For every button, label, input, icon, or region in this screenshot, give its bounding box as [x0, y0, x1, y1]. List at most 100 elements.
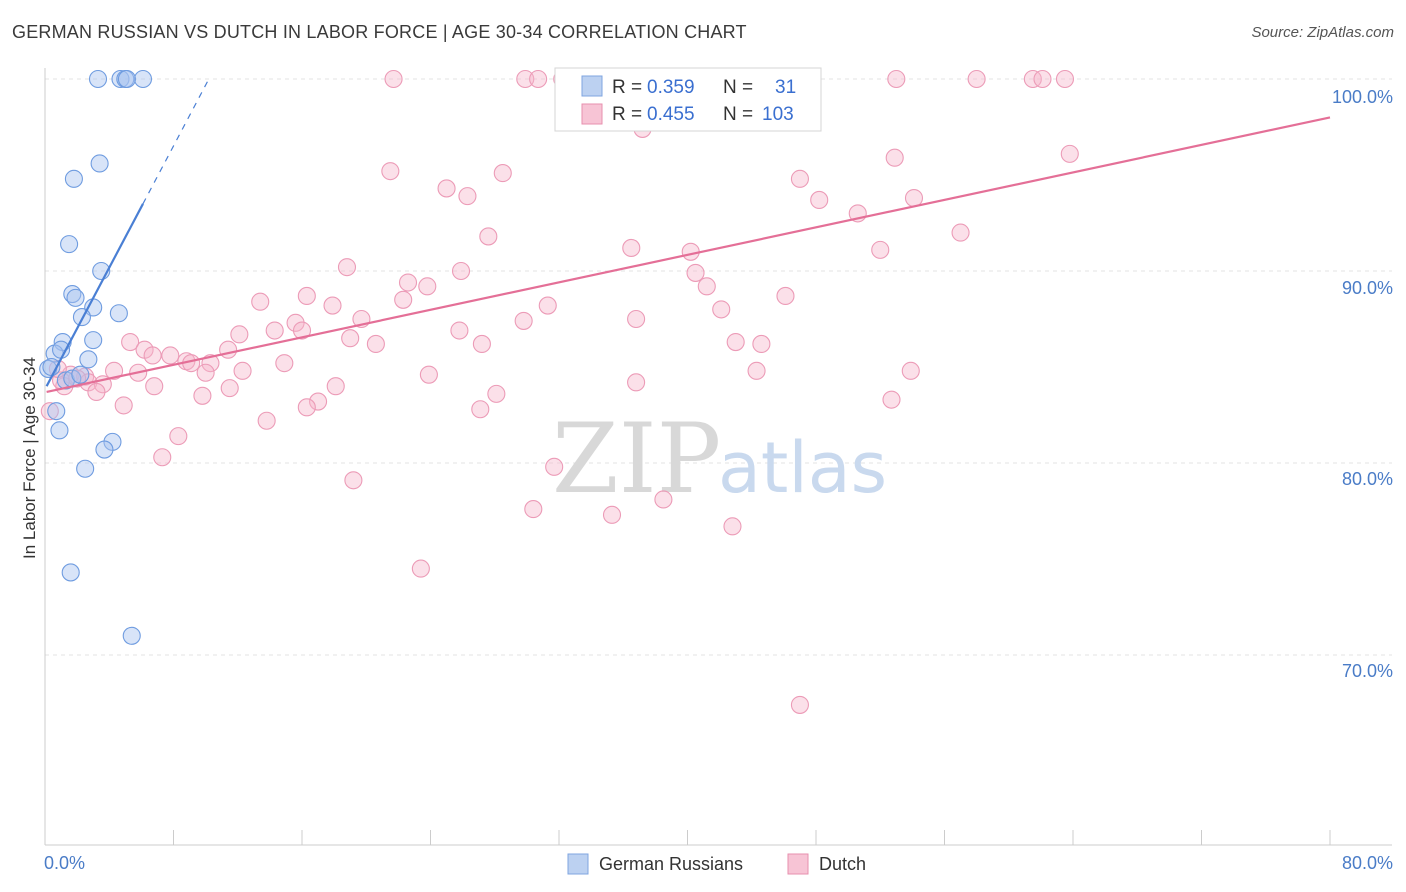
- dutch-point-38: [324, 297, 341, 314]
- dutch-point-15: [886, 149, 903, 166]
- dutch-point-94: [724, 518, 741, 535]
- series-legend-swatch-german-russians: [568, 854, 588, 874]
- dutch-point-93: [604, 506, 621, 523]
- dutch-point-101: [146, 378, 163, 395]
- dutch-point-68: [748, 362, 765, 379]
- y-tick-label-90: 90.0%: [1342, 278, 1393, 298]
- dutch-point-19: [438, 180, 455, 197]
- dutch-point-16: [382, 163, 399, 180]
- y-tick-label-100: 100.0%: [1332, 87, 1393, 107]
- dutch-point-33: [419, 278, 436, 295]
- dutch-point-84: [472, 401, 489, 418]
- dutch-point-79: [194, 387, 211, 404]
- dutch-point-67: [420, 366, 437, 383]
- dutch-point-63: [276, 355, 293, 372]
- dutch-point-34: [698, 278, 715, 295]
- legend-swatch-german-russians: [582, 76, 602, 96]
- dutch-point-44: [515, 312, 532, 329]
- dutch-point-14: [1061, 145, 1078, 162]
- dutch-point-76: [628, 374, 645, 391]
- dutch-point-28: [872, 241, 889, 258]
- dutch-point-95: [412, 560, 429, 577]
- dutch-point-32: [400, 274, 417, 291]
- dutch-point-96: [791, 696, 808, 713]
- german-russians-point-30: [123, 627, 140, 644]
- dutch-point-85: [115, 397, 132, 414]
- dutch-point-24: [952, 224, 969, 241]
- dutch-trend-line: [47, 117, 1330, 392]
- y-tick-label-80: 80.0%: [1342, 469, 1393, 489]
- dutch-point-91: [655, 491, 672, 508]
- german-russians-point-29: [62, 564, 79, 581]
- dutch-point-66: [234, 362, 251, 379]
- german-russians-point-25: [51, 422, 68, 439]
- dutch-point-17: [494, 165, 511, 182]
- dutch-point-49: [231, 326, 248, 343]
- dutch-point-83: [298, 399, 315, 416]
- german-russians-point-13: [110, 305, 127, 322]
- dutch-point-69: [902, 362, 919, 379]
- series-legend-swatch-dutch: [788, 854, 808, 874]
- dutch-point-82: [883, 391, 900, 408]
- y-axis-title: In Labor Force | Age 30-34: [20, 357, 39, 559]
- y-tick-label-70: 70.0%: [1342, 661, 1393, 681]
- legend-r-label-dutch: R =: [612, 104, 642, 125]
- watermark-atlas: atlas: [718, 427, 887, 509]
- dutch-point-21: [811, 191, 828, 208]
- legend-r-label-german-russians: R =: [612, 77, 642, 98]
- legend-n-value-dutch: 103: [762, 104, 794, 125]
- german-russians-point-24: [48, 403, 65, 420]
- german-russians-point-15: [85, 332, 102, 349]
- correlation-legend: R = 0.359 N = 31 R = 0.455 N = 103: [555, 68, 821, 131]
- german-russians-point-28: [77, 460, 94, 477]
- dutch-point-74: [88, 383, 105, 400]
- dutch-point-53: [727, 334, 744, 351]
- dutch-point-37: [252, 293, 269, 310]
- dutch-point-2: [530, 71, 547, 88]
- legend-r-value-german-russians: 0.359: [647, 77, 695, 98]
- dutch-point-86: [258, 412, 275, 429]
- dutch-point-56: [220, 341, 237, 358]
- legend-n-label-german-russians: N =: [723, 77, 753, 98]
- dutch-point-92: [525, 501, 542, 518]
- dutch-point-46: [266, 322, 283, 339]
- watermark-zip: ZIP: [552, 403, 721, 515]
- dutch-point-54: [753, 335, 770, 352]
- dutch-point-22: [905, 190, 922, 207]
- dutch-point-26: [623, 239, 640, 256]
- dutch-point-9: [1034, 71, 1051, 88]
- dutch-point-39: [539, 297, 556, 314]
- dutch-point-6: [888, 71, 905, 88]
- x-tick-label-80: 80.0%: [1342, 853, 1393, 873]
- dutch-point-51: [367, 335, 384, 352]
- dutch-point-52: [473, 335, 490, 352]
- legend-n-value-german-russians: 31: [775, 77, 796, 98]
- dutch-point-41: [777, 287, 794, 304]
- dutch-point-89: [546, 458, 563, 475]
- dutch-point-25: [480, 228, 497, 245]
- dutch-point-29: [338, 259, 355, 276]
- german-russians-point-6: [65, 170, 82, 187]
- dutch-point-36: [395, 291, 412, 308]
- dutch-point-48: [451, 322, 468, 339]
- legend-swatch-dutch: [582, 104, 602, 124]
- series-legend-label-german-russians: German Russians: [599, 854, 743, 874]
- dutch-point-0: [385, 71, 402, 88]
- german-russians-point-27: [96, 441, 113, 458]
- dutch-point-18: [791, 170, 808, 187]
- y-tick-labels: 70.0% 80.0% 90.0% 100.0%: [1332, 87, 1393, 681]
- dutch-point-87: [170, 428, 187, 445]
- series-legend-label-dutch: Dutch: [819, 854, 866, 874]
- german-russians-point-0: [90, 71, 107, 88]
- watermark: ZIP atlas: [552, 403, 887, 515]
- dutch-point-35: [298, 287, 315, 304]
- x-tick-label-0: 0.0%: [44, 853, 85, 873]
- dutch-point-40: [713, 301, 730, 318]
- dutch-point-45: [628, 311, 645, 328]
- dutch-point-59: [162, 347, 179, 364]
- legend-n-label-dutch: N =: [723, 104, 753, 125]
- dutch-point-7: [968, 71, 985, 88]
- german-russians-point-5: [91, 155, 108, 172]
- dutch-points: [41, 71, 1078, 714]
- german-russians-point-3: [134, 71, 151, 88]
